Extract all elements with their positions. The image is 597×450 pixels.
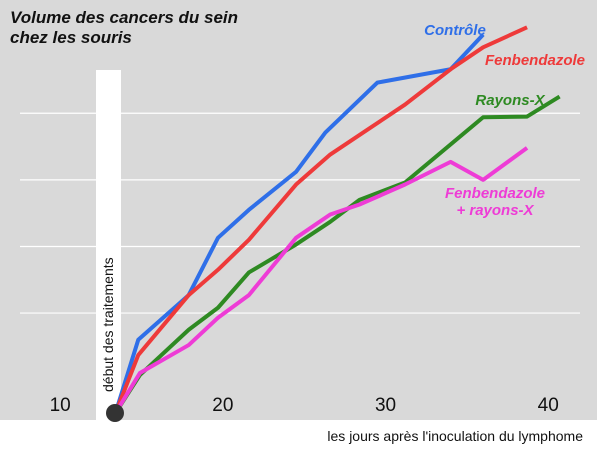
x-tick-label: 30 bbox=[375, 395, 396, 416]
series-line bbox=[113, 94, 561, 415]
x-tick-label: 10 bbox=[50, 395, 71, 416]
chart-title: Volume des cancers du sein chez les sour… bbox=[10, 8, 239, 47]
series-line bbox=[113, 146, 529, 415]
x-axis-label: les jours après l'inoculation du lymphom… bbox=[327, 428, 583, 444]
treatment-band bbox=[96, 70, 121, 420]
x-tick-label: 20 bbox=[212, 395, 233, 416]
series-line bbox=[113, 25, 528, 414]
annotation: début des traitements bbox=[100, 257, 116, 392]
series-line bbox=[113, 33, 485, 414]
legend-label: Contrôle bbox=[424, 22, 486, 39]
start-dot bbox=[106, 404, 124, 422]
x-tick-label: 40 bbox=[538, 395, 559, 416]
legend-label: Fenbendazole bbox=[484, 52, 585, 69]
legend-label: Fenbendazole + rayons-X bbox=[444, 185, 545, 219]
legend-label: Rayons-X bbox=[475, 92, 545, 109]
